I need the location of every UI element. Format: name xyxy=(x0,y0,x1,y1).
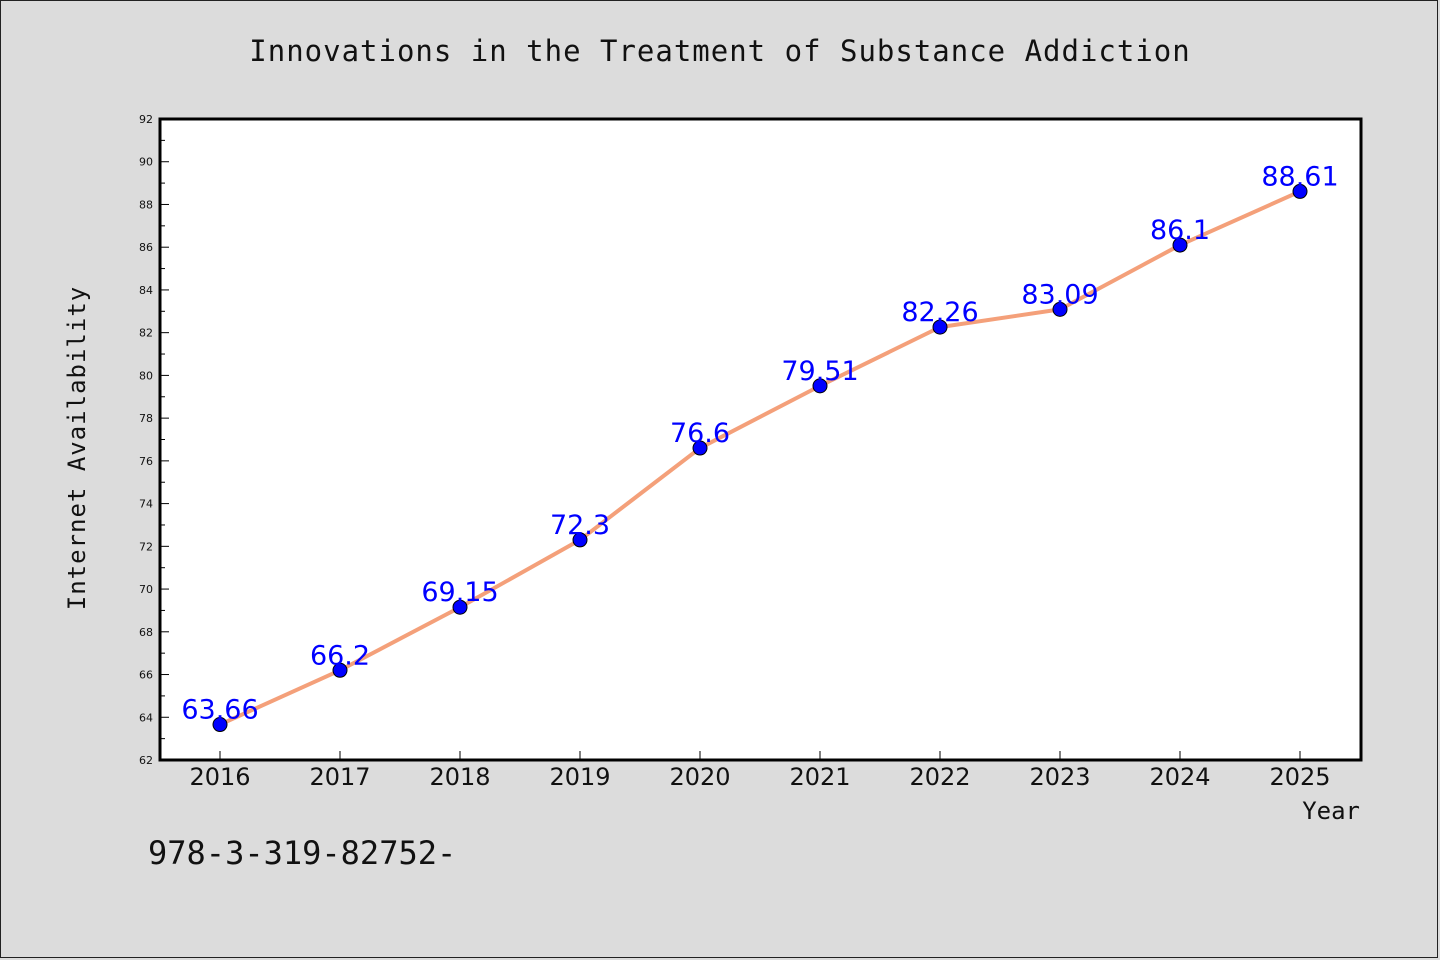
y-tick-label: 70 xyxy=(139,583,153,596)
data-point xyxy=(212,717,228,733)
data-label: 83.09 xyxy=(1021,279,1098,310)
footer-isbn-text: 978-3-319-82752- xyxy=(148,834,457,872)
y-tick-label: 86 xyxy=(139,241,153,254)
data-label: 86.1 xyxy=(1150,215,1210,246)
x-tick-label: 2023 xyxy=(1029,763,1090,791)
data-point xyxy=(1052,301,1068,317)
data-point xyxy=(932,319,948,335)
chart-title: Innovations in the Treatment of Substanc… xyxy=(249,34,1191,68)
data-label: 63.66 xyxy=(181,695,258,726)
data-point xyxy=(692,440,708,456)
data-point xyxy=(452,599,468,615)
x-tick-label: 2022 xyxy=(909,763,970,791)
y-tick-label: 84 xyxy=(139,284,153,297)
y-tick-label: 92 xyxy=(139,113,153,126)
y-tick-label: 78 xyxy=(139,412,153,425)
data-point xyxy=(812,378,828,394)
x-tick-label: 2024 xyxy=(1149,763,1210,791)
y-tick-label: 66 xyxy=(139,669,153,682)
data-point xyxy=(1172,237,1188,253)
data-label: 82.26 xyxy=(901,297,978,328)
plot-area xyxy=(158,117,1363,762)
data-point xyxy=(332,662,348,678)
y-axis-ticks: 62 64 66 68 70 72 74 76 78 80 82 84 86 88 90 92 xyxy=(139,113,169,767)
data-point xyxy=(572,532,588,548)
x-tick-label: 2025 xyxy=(1269,763,1330,791)
data-markers xyxy=(212,183,1308,733)
x-tick-label: 2017 xyxy=(309,763,370,791)
y-tick-label: 74 xyxy=(139,498,153,511)
y-tick-label: 68 xyxy=(139,626,153,639)
y-tick-label: 64 xyxy=(139,711,153,724)
y-tick-label: 90 xyxy=(139,156,153,169)
x-tick-label: 2021 xyxy=(789,763,850,791)
x-tick-label: 2019 xyxy=(549,763,610,791)
x-tick-label: 2016 xyxy=(189,763,250,791)
x-tick-label: 2020 xyxy=(669,763,730,791)
data-label: 79.51 xyxy=(781,356,858,387)
x-tick-label: 2018 xyxy=(429,763,490,791)
x-axis-label: Year xyxy=(1302,797,1360,825)
data-label: 72.3 xyxy=(550,510,610,541)
y-tick-label: 88 xyxy=(139,198,153,211)
x-axis-ticks: 2016 2017 2018 2019 2020 2021 2022 2023 2024 2025 xyxy=(189,751,1331,791)
y-tick-label: 62 xyxy=(139,754,153,767)
y-tick-label: 72 xyxy=(139,540,153,553)
y-tick-label: 76 xyxy=(139,455,153,468)
data-label: 76.6 xyxy=(670,418,730,449)
data-labels: 63.66 66.2 69.15 72.3 76.6 79.51 82.26 83.09 86.… xyxy=(181,161,1338,725)
data-label: 69.15 xyxy=(421,577,498,608)
y-tick-label: 82 xyxy=(139,327,153,340)
data-label: 88.61 xyxy=(1261,161,1338,192)
data-point xyxy=(1292,183,1308,199)
data-label: 66.2 xyxy=(310,640,370,671)
series-line xyxy=(219,189,1301,727)
y-tick-label: 80 xyxy=(139,369,153,382)
